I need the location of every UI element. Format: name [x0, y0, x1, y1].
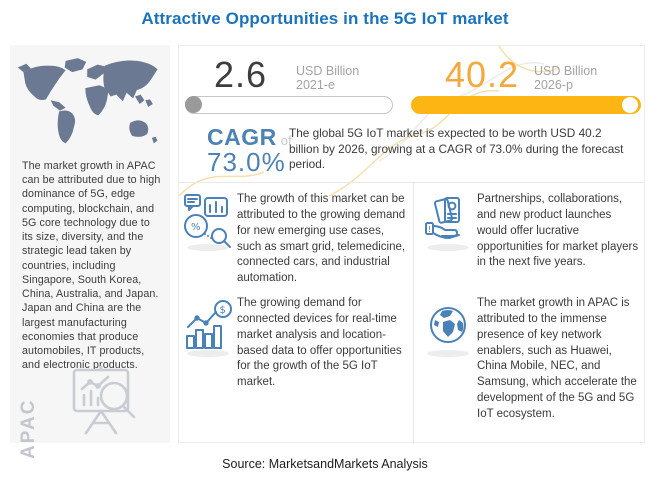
main-panel: 2.6 USD Billion 2021-e 40.2 USD Billion … [178, 45, 645, 444]
bar-notch [622, 97, 638, 113]
svg-text:%: % [191, 222, 201, 233]
apac-region-label: APAC [18, 398, 39, 459]
cagr-description: The global 5G IoT market is expected to … [289, 126, 624, 172]
period-label: 2026-p [534, 78, 573, 93]
period-label: 2021-e [296, 78, 335, 93]
market-analysis-icon: % [183, 192, 235, 252]
vertical-divider [413, 182, 414, 444]
apac-description: The market growth in APAC can be attribu… [22, 160, 161, 372]
world-map-icon [15, 53, 165, 155]
unit-label: USD Billion [534, 64, 598, 78]
icon-shadow [187, 244, 229, 251]
presentation-board-icon [58, 365, 154, 439]
horizontal-divider [179, 182, 644, 183]
market-unit-2021: USD Billion 2021-e [296, 64, 359, 93]
insight-growth-drivers: The growth of this market can be attribu… [237, 193, 406, 285]
icon-shadow [427, 244, 469, 251]
apac-sidebar: The market growth in APAC can be attribu… [10, 45, 170, 459]
money-hand-icon: ! [423, 192, 475, 252]
cagr-of-label: of [280, 133, 292, 148]
insight-partnerships: Partnerships, collaborations, and new pr… [477, 193, 639, 269]
svg-text:$: $ [220, 305, 226, 316]
page-title: Attractive Opportunities in the 5G IoT m… [141, 9, 509, 28]
growth-chart-icon: $ [183, 298, 235, 358]
market-value-2026: 40.2 [445, 54, 520, 95]
insight-apac-enablers: The market growth in APAC is attributed … [477, 297, 637, 421]
source-note: Source: MarketsandMarkets Analysis [222, 457, 428, 471]
cagr-value: 73.0% [207, 147, 286, 177]
market-value-2021: 2.6 [214, 54, 268, 95]
unit-label: USD Billion [296, 64, 360, 78]
cagr-label: CAGR [207, 124, 277, 150]
market-unit-2026: USD Billion 2026-p [534, 64, 597, 93]
cagr-row: CAGR of [207, 124, 292, 151]
market-bar-2026 [411, 96, 641, 114]
bar-knob [185, 96, 202, 113]
market-bar-2021 [185, 96, 393, 114]
icon-shadow [187, 350, 229, 357]
svg-text:!: ! [428, 225, 431, 234]
insight-connected-devices: The growing demand for connected devices… [237, 297, 402, 389]
globe-icon [423, 298, 475, 358]
icon-shadow [427, 350, 469, 357]
